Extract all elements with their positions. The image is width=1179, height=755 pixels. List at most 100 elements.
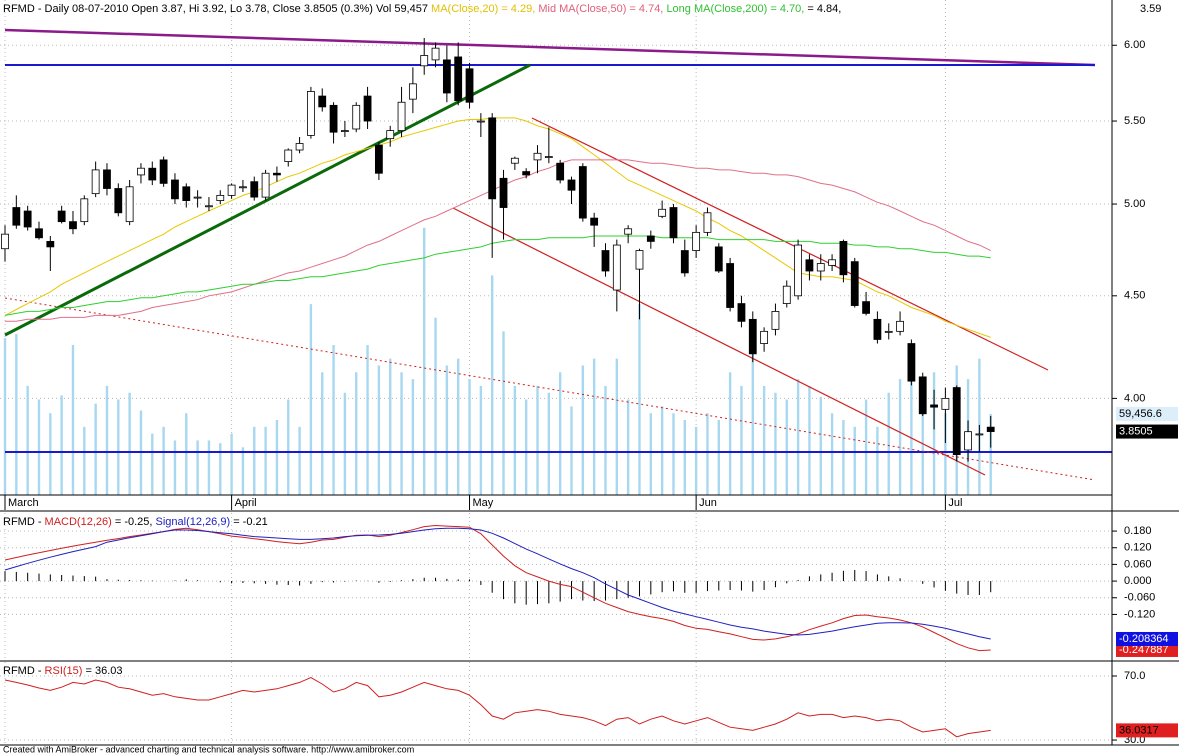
y-tick-label: 6.00 [1124,39,1145,51]
volume-bar [502,331,505,495]
candle-body [340,130,349,132]
volume-bar [275,420,279,495]
volume-bar [751,345,754,495]
candle-body [193,196,202,199]
volume-bar [887,392,890,495]
candle-body [601,250,610,272]
volume-bar [796,379,800,495]
moving-average [4,117,991,338]
volume-bar [219,443,222,495]
panel-header: RFMD - RSI(15) = 36.03 [3,665,123,677]
candle-body [80,198,89,223]
candle-body [714,246,723,272]
candle-body [454,56,463,102]
volume-bar [717,420,720,495]
y-tick-label: 4.00 [1124,392,1145,404]
volume-bar [366,345,369,495]
trendlines [4,28,1112,481]
volume-bar [355,372,358,495]
moving-average [4,235,991,316]
candle-body [612,244,621,291]
x-tick-label: Jul [948,497,962,509]
volume-bar [3,338,7,495]
candle-body [386,130,395,140]
candle-body [828,259,836,266]
candle-body [771,311,780,330]
volume-bar [423,227,426,495]
volume-bar [842,420,845,495]
header-part: = -0.25, [112,516,156,528]
volume-bar [649,413,653,495]
volume-bar [683,420,686,495]
candle-body [918,376,927,415]
volume-bar [94,403,97,495]
volume-bar [434,317,437,495]
volume-bar [830,413,834,495]
header-part: MA(Close,20) = 4.29, [431,3,538,15]
volume-bar [762,385,766,495]
x-tick-label: May [473,497,494,509]
volume-bar [457,358,460,495]
value-box-label: -0.208364 [1119,633,1169,645]
volume-bar [808,385,811,495]
candle-body [658,208,667,217]
volume-bar [185,413,188,495]
candle-body [182,186,191,201]
value-box-label: -0.247887 [1119,644,1169,656]
volume-bar [105,385,109,495]
footer: Created with AmiBroker - advanced charti… [3,744,414,754]
candle-body [703,212,712,233]
volume-bar [173,440,177,495]
value-box-label: 59,456.6 [1119,408,1162,420]
candle-body [669,207,678,239]
x-tick-label: April [235,497,257,509]
x-tick-label: Jun [699,497,717,509]
candle-body [431,47,440,61]
candle-body [488,117,497,200]
volume-bar [264,426,267,495]
candle-body [227,184,236,196]
candle-body [295,143,304,151]
volume-bar [944,413,947,495]
volume-bar [932,372,936,495]
volume-bar [694,426,698,495]
moving-average [5,159,991,322]
value-box-label: 3.8505 [1119,425,1153,437]
candle-body [567,179,576,191]
channel-line [452,207,986,476]
volume-bar [60,395,63,495]
volume-bar [377,365,381,495]
candle-body [318,95,327,108]
candle-body [805,259,814,272]
candle-body [363,95,372,122]
candle-body [533,152,542,161]
value-box [1116,406,1178,421]
candle-body [624,228,633,235]
volume-bar [558,372,562,495]
candle-body [692,231,701,251]
y-tick-label: 5.50 [1124,115,1145,127]
candle-body [510,157,519,164]
trendline [4,28,1096,67]
volume-bar [26,385,29,495]
y-tick-label: -0.060 [1124,592,1155,604]
y-tick-label: 5.00 [1124,198,1145,210]
candle-body [850,261,859,306]
volume-bar [343,392,347,495]
candle-body [748,318,757,355]
candle-body [103,169,111,189]
candle-body [941,397,950,410]
candle-body [930,404,938,408]
candle-body [12,207,21,226]
indicator-line [4,677,991,738]
candle-body [69,221,77,230]
volume-bar [389,358,392,495]
value-box [1116,723,1178,738]
volume-layer [0,0,1112,745]
candle-body [975,433,984,436]
volume-bar [37,399,41,495]
volume-bar [128,392,131,495]
candle-body [23,210,32,228]
volume-bar [241,447,245,495]
